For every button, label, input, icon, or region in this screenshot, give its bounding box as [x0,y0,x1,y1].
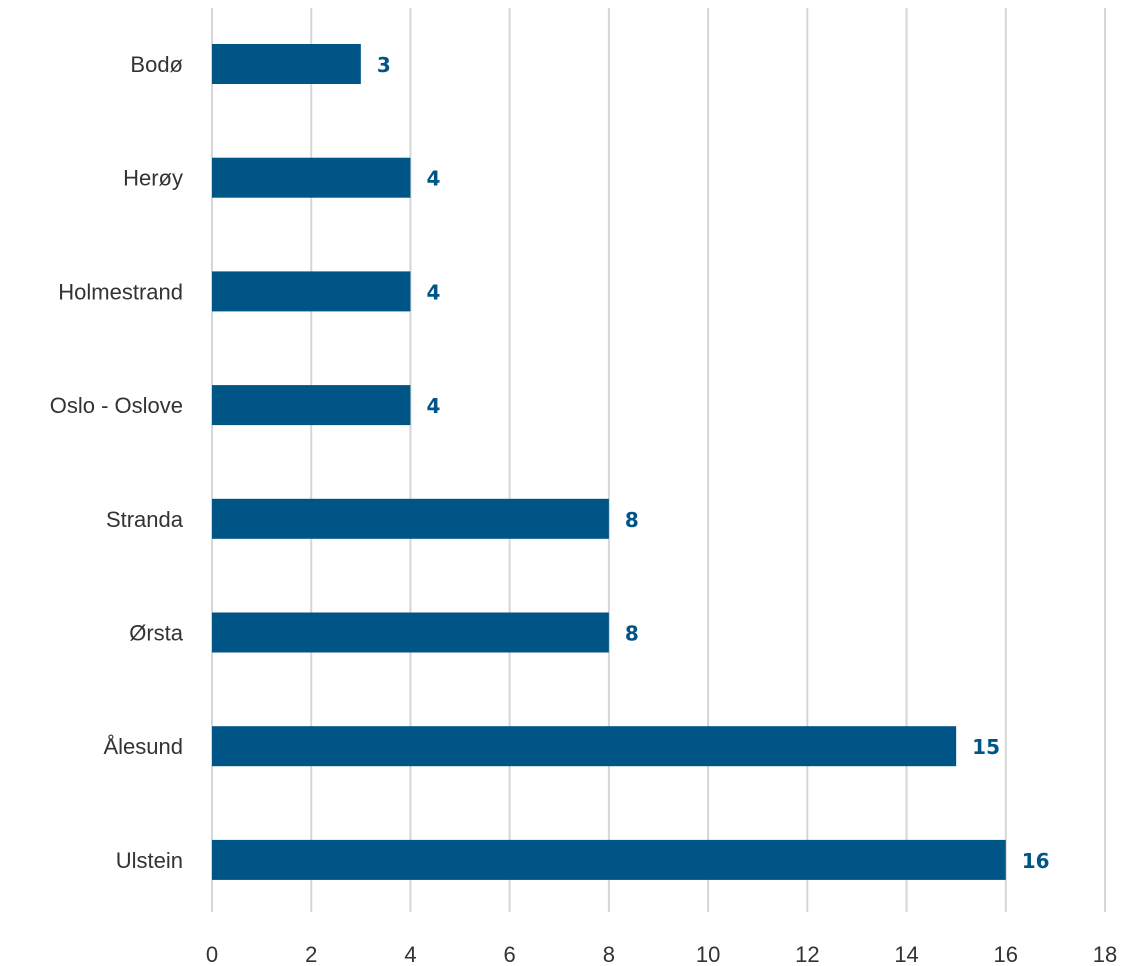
category-label-5: Ørsta [129,621,184,646]
x-tick-label-4: 8 [603,942,615,966]
bar-3 [212,385,411,426]
data-label-0: 3 [377,53,391,77]
category-label-4: Stranda [106,507,184,532]
data-labels: 3 4 4 4 8 8 15 16 [377,53,1050,873]
data-label-4: 8 [625,508,639,532]
grid-lines [211,8,1106,912]
x-tick-label-9: 18 [1093,942,1117,966]
bar-4 [212,498,609,539]
bar-7 [212,839,1006,880]
category-label-0: Bodø [130,52,183,77]
x-tick-label-2: 4 [404,942,416,966]
x-tick-label-1: 2 [305,942,317,966]
x-tick-label-6: 12 [795,942,819,966]
x-tick-label-7: 14 [894,942,918,966]
data-label-7: 16 [1022,849,1050,873]
data-label-5: 8 [625,622,639,646]
bar-2 [212,271,411,312]
category-label-6: Ålesund [103,734,183,759]
category-label-3: Oslo - Oslove [50,393,183,418]
x-tick-label-0: 0 [206,942,218,966]
data-label-6: 15 [972,735,1000,759]
data-label-1: 4 [426,167,440,191]
bars [212,44,1006,880]
x-tick-label-8: 16 [994,942,1018,966]
category-label-2: Holmestrand [58,279,183,304]
data-label-3: 4 [426,394,440,418]
x-tick-label-5: 10 [696,942,720,966]
bar-0 [212,44,361,84]
bar-5 [212,612,609,653]
x-axis-tick-labels: 0 2 4 6 8 10 12 14 16 18 [206,942,1117,966]
bar-1 [212,157,411,198]
x-tick-label-3: 6 [504,942,516,966]
category-labels: Bodø Herøy Holmestrand Oslo - Oslove Stranda… [50,52,184,873]
category-label-1: Herøy [123,166,183,191]
bar-6 [212,726,957,767]
data-label-2: 4 [426,280,440,304]
category-label-7: Ulstein [116,848,183,873]
